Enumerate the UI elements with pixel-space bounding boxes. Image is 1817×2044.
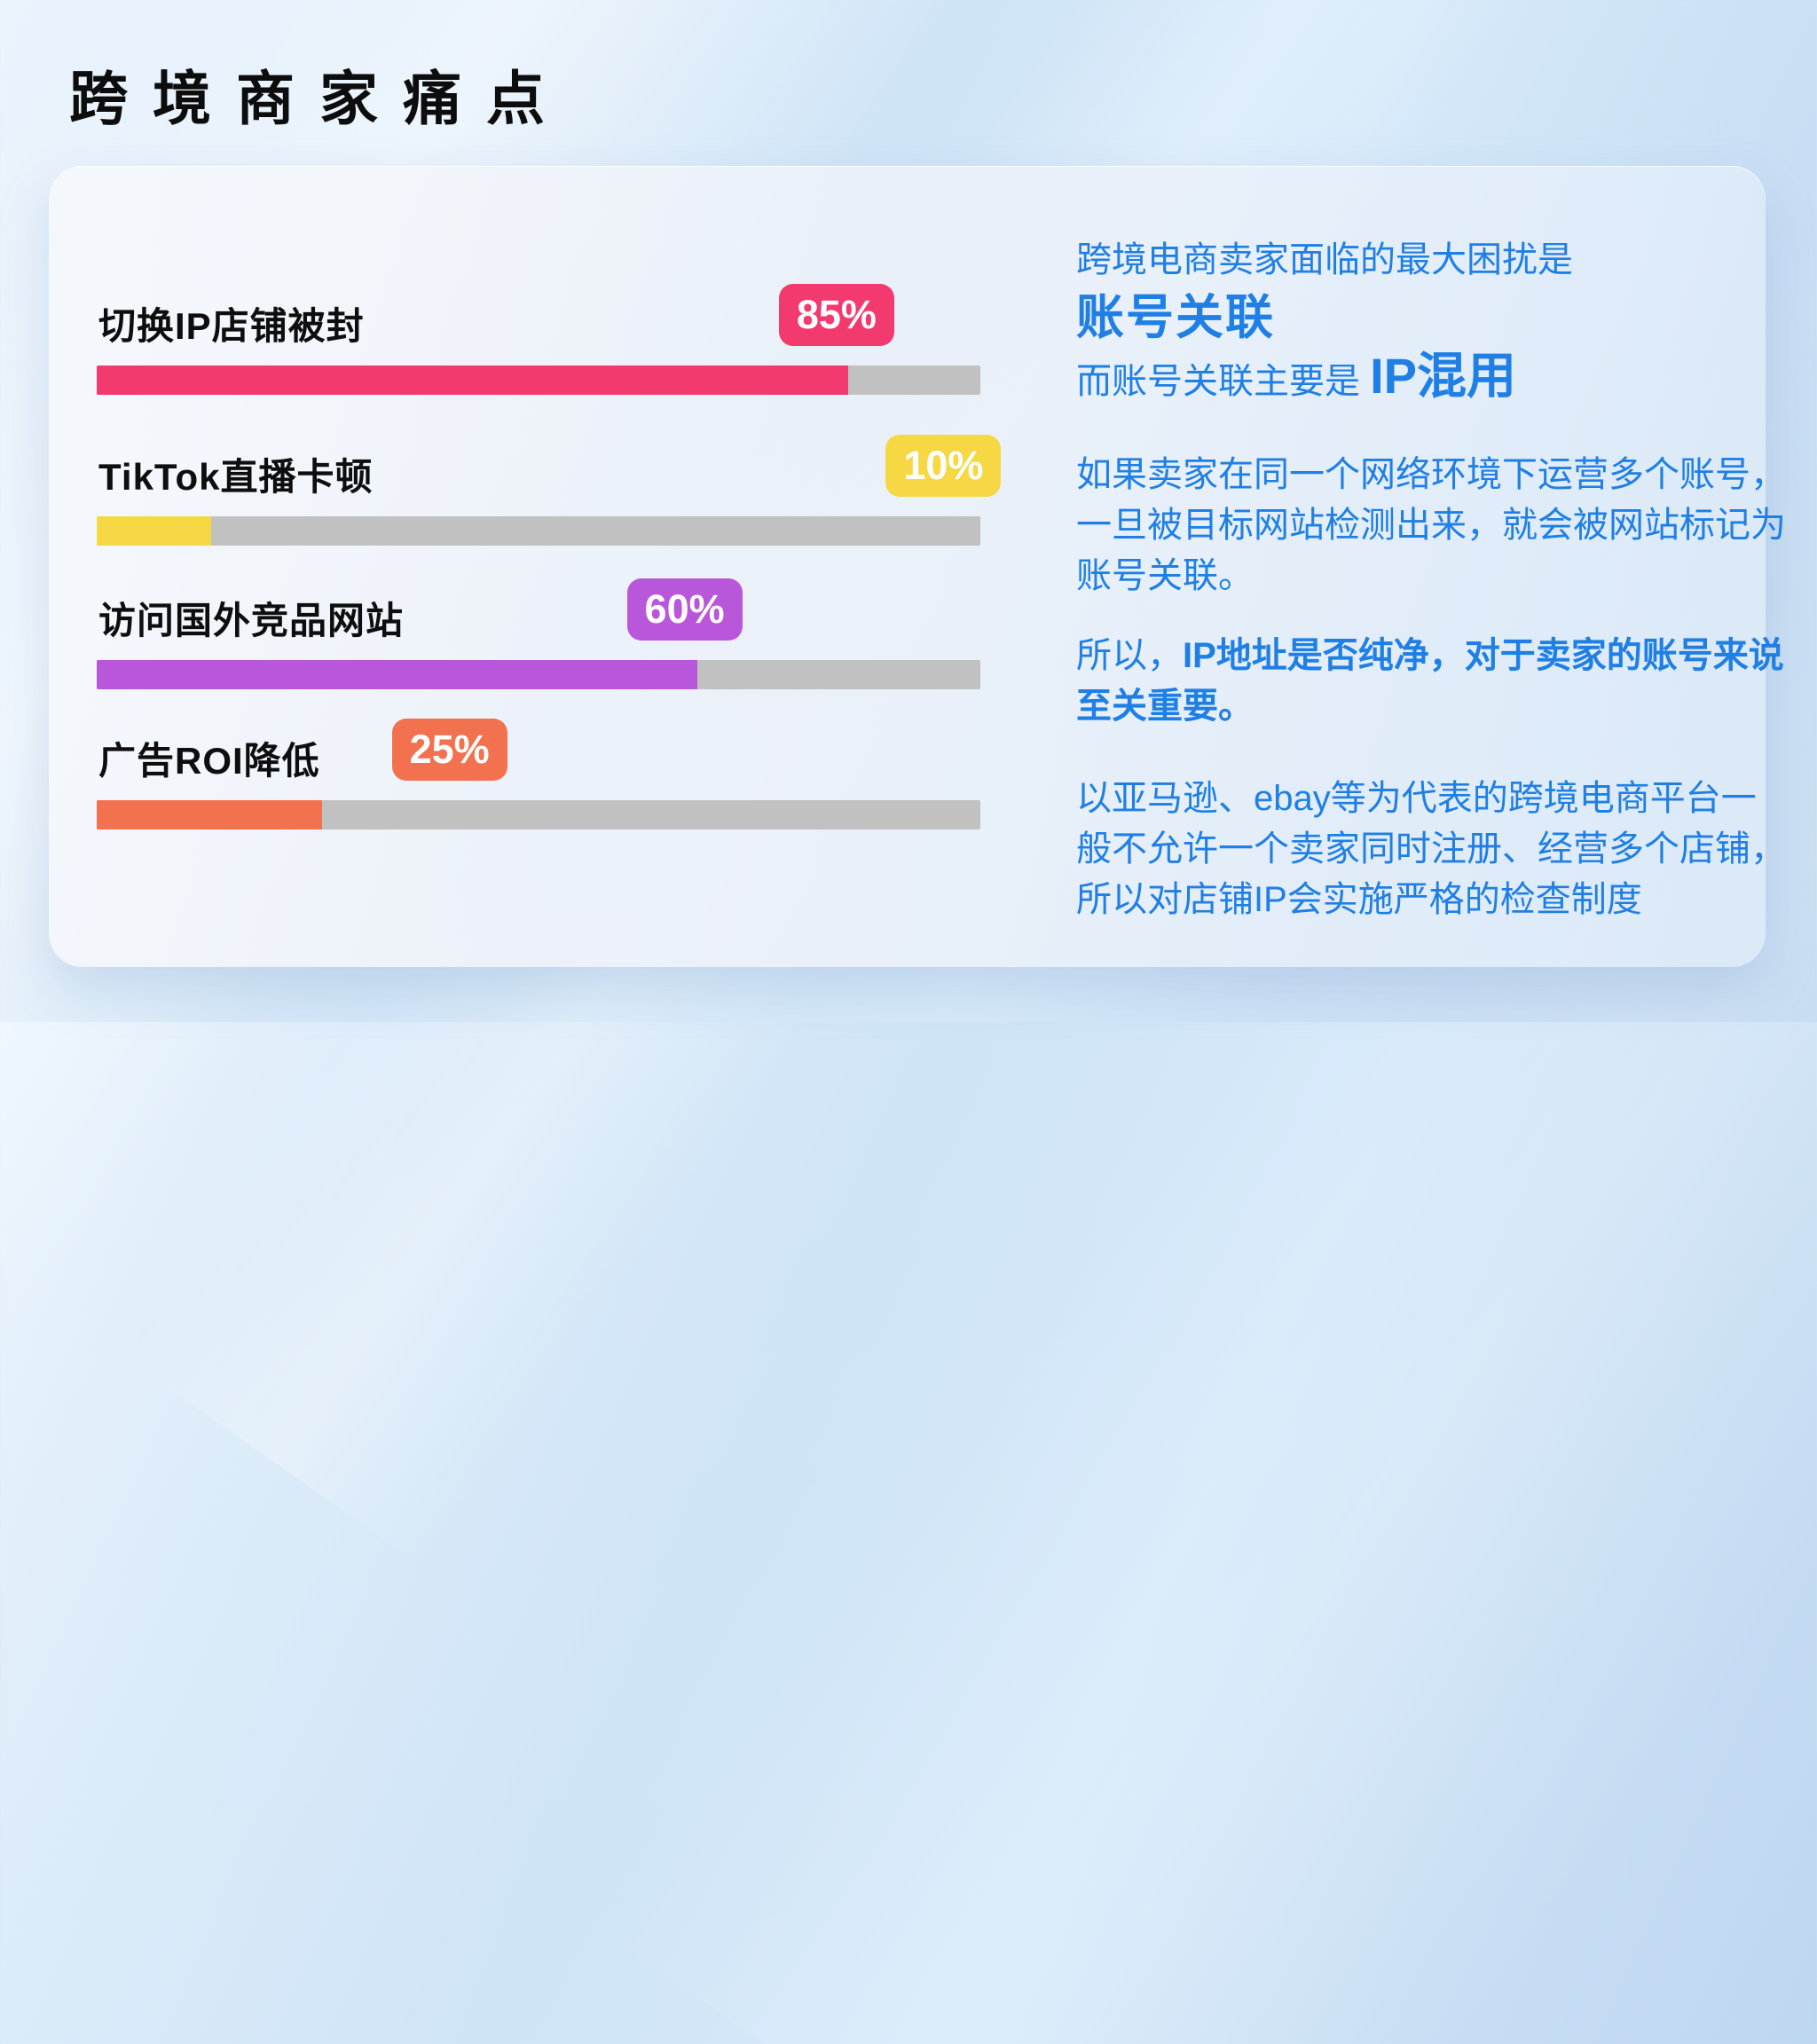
bar-track	[97, 660, 980, 689]
bar-label: 切换IP店铺被封	[98, 305, 365, 347]
bar-label: 广告ROI降低	[98, 740, 320, 782]
subline-ip-mixing: 而账号关联主要是 IP混用	[1076, 336, 1516, 408]
bar-fill	[97, 366, 848, 395]
bar-fill	[97, 800, 322, 829]
bar-row-ad-roi: 广告ROI降低 25%	[97, 719, 980, 834]
bar-track	[97, 800, 980, 829]
bar-label: TikTok直播卡顿	[98, 456, 374, 498]
paragraph-platform-policy: 以亚马逊、ebay等为代表的跨境电商平台一 般不允许一个卖家同时注册、经营多个店…	[1076, 779, 1786, 919]
headline-account-linking: 账号关联	[1076, 291, 1275, 344]
bar-row-competitor-sites: 访问国外竞品网站 60%	[97, 578, 980, 694]
bar-fill	[97, 516, 212, 546]
value-badge: 10%	[885, 435, 1002, 497]
pain-points-bar-chart: 切换IP店铺被封 85% TikTok直播卡顿 10% 访问国外竞品网站 60%…	[97, 166, 1002, 967]
paragraph-network-detection: 如果卖家在同一个网络环境下运营多个账号， 一旦被目标网站检测出来，就会被网站标记…	[1076, 455, 1786, 595]
bar-track	[97, 366, 980, 395]
bar-row-switch-ip: 切换IP店铺被封 85%	[97, 284, 980, 399]
bar-track	[97, 516, 980, 546]
bar-row-tiktok-lag: TikTok直播卡顿 10%	[97, 435, 1002, 550]
content-card: 切换IP店铺被封 85% TikTok直播卡顿 10% 访问国外竞品网站 60%…	[49, 166, 1786, 967]
page-title: 跨境商家痛点	[69, 66, 570, 131]
intro-line: 跨境电商卖家面临的最大困扰是	[1076, 240, 1573, 279]
value-badge: 85%	[778, 284, 894, 346]
subline-highlight: IP混用	[1370, 348, 1517, 404]
value-badge: 60%	[626, 578, 743, 641]
paragraph-prefix: 所以，	[1076, 636, 1183, 675]
value-badge: 25%	[391, 719, 507, 781]
bar-label: 访问国外竞品网站	[98, 600, 405, 641]
paragraph-ip-purity: 所以，IP地址是否纯净，对于卖家的账号来说 至关重要。	[1076, 631, 1784, 732]
subline-prefix: 而账号关联主要是	[1076, 362, 1371, 401]
bar-fill	[97, 660, 698, 689]
paragraph-bold-text: IP地址是否纯净，对于卖家的账号来说 至关重要。	[1076, 636, 1784, 726]
